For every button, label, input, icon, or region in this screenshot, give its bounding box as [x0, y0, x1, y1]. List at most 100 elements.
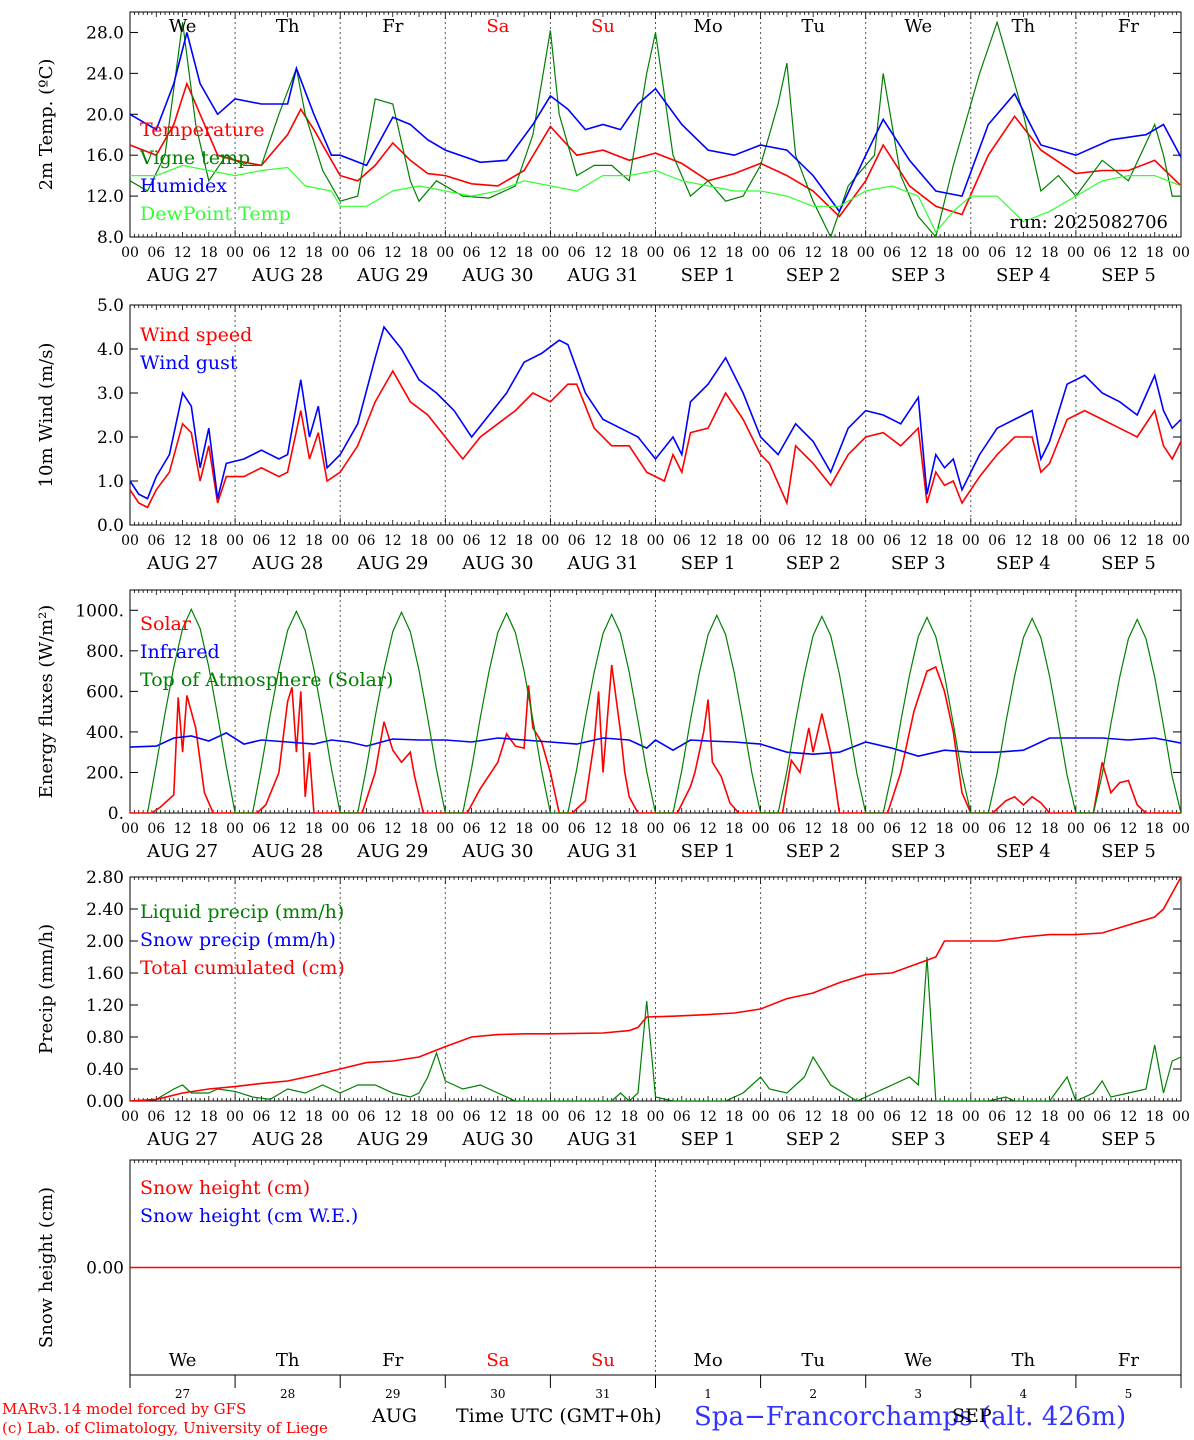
x-date-label: SEP 1 [681, 1129, 736, 1150]
x-hour-tick-label: 06 [463, 533, 481, 549]
x-hour-tick-label: 18 [936, 245, 954, 261]
x-hour-tick-label: 18 [200, 533, 218, 549]
y-tick-label: 0.80 [86, 1028, 124, 1048]
month-label-sep: SEP [952, 1405, 992, 1427]
x-hour-tick-label: 12 [384, 245, 402, 261]
x-hour-tick-label: 12 [1014, 1109, 1032, 1125]
credit-model: MARv3.14 model forced by GFS [2, 1400, 247, 1418]
x-date-label: AUG 27 [146, 553, 218, 574]
x-hour-tick-label: 06 [463, 245, 481, 261]
x-hour-tick-label: 00 [436, 1109, 454, 1125]
x-hour-tick-label: 00 [962, 245, 980, 261]
x-hour-tick-label: 18 [410, 533, 428, 549]
x-hour-tick-label: 12 [594, 821, 612, 837]
x-hour-tick-label: 06 [778, 821, 796, 837]
x-date-label: SEP 5 [1101, 265, 1156, 286]
series-line-infrared [130, 731, 1181, 758]
legend-entry: Temperature [140, 119, 264, 141]
x-hour-tick-label: 18 [725, 821, 743, 837]
x-date-label: AUG 29 [356, 553, 428, 574]
y-tick-label: 2.0 [97, 428, 124, 448]
legend-entry: Snow precip (mm/h) [140, 929, 336, 951]
x-hour-tick-label: 12 [174, 1109, 192, 1125]
x-date-label: AUG 27 [146, 841, 218, 862]
x-hour-tick-label: 18 [305, 821, 323, 837]
x-date-label: AUG 30 [461, 841, 533, 862]
x-hour-tick-label: 12 [594, 1109, 612, 1125]
x-hour-tick-label: 12 [384, 821, 402, 837]
x-date-label: SEP 4 [996, 1129, 1051, 1150]
x-date-label: SEP 2 [786, 265, 841, 286]
x-hour-tick-label: 06 [463, 1109, 481, 1125]
time-axis-label: Time UTC (GMT+0h) [456, 1405, 662, 1427]
weekday-label-top: Su [591, 16, 615, 37]
x-hour-tick-label: 00 [226, 533, 244, 549]
y-axis-label: Precip (mm/h) [36, 924, 57, 1054]
x-hour-tick-label: 18 [1041, 821, 1059, 837]
x-date-label: SEP 1 [681, 841, 736, 862]
weekday-label-bottom: We [169, 1350, 197, 1371]
day-number-label: 4 [1020, 1387, 1028, 1401]
x-hour-tick-label: 12 [1120, 245, 1138, 261]
x-date-label: AUG 28 [251, 1129, 323, 1150]
x-hour-tick-label: 00 [857, 533, 875, 549]
x-hour-tick-label: 12 [489, 821, 507, 837]
day-number-label: 29 [385, 1387, 400, 1401]
x-hour-tick-label: 06 [358, 1109, 376, 1125]
x-hour-tick-label: 18 [936, 533, 954, 549]
x-hour-tick-label: 18 [936, 821, 954, 837]
x-date-label: AUG 27 [146, 265, 218, 286]
x-date-label: SEP 5 [1101, 553, 1156, 574]
x-hour-tick-label: 06 [988, 245, 1006, 261]
x-hour-tick-label: 18 [620, 245, 638, 261]
x-hour-tick-label: 00 [1172, 821, 1190, 837]
x-hour-tick-label: 06 [883, 533, 901, 549]
x-date-label: AUG 28 [251, 265, 323, 286]
x-hour-tick-label: 00 [1172, 533, 1190, 549]
y-tick-label: 5.0 [97, 296, 124, 316]
x-hour-tick-label: 00 [436, 533, 454, 549]
x-date-label: SEP 3 [891, 1129, 946, 1150]
y-tick-label: 1000. [75, 601, 124, 621]
x-hour-tick-label: 12 [804, 245, 822, 261]
series-line-temperature [130, 81, 1181, 218]
x-hour-tick-label: 00 [121, 821, 139, 837]
x-date-label: SEP 2 [786, 553, 841, 574]
x-date-label: AUG 28 [251, 841, 323, 862]
y-tick-label: 16.0 [86, 146, 124, 166]
x-hour-tick-label: 12 [384, 1109, 402, 1125]
x-hour-tick-label: 06 [463, 821, 481, 837]
x-hour-tick-label: 06 [778, 533, 796, 549]
x-hour-tick-label: 06 [778, 245, 796, 261]
x-hour-tick-label: 00 [121, 533, 139, 549]
y-tick-label: 200. [86, 763, 124, 783]
x-hour-tick-label: 12 [489, 1109, 507, 1125]
series-line-top-of-atmosphere-solar- [146, 607, 1181, 813]
x-hour-tick-label: 18 [620, 821, 638, 837]
series-line-solar [130, 664, 1181, 813]
x-hour-tick-label: 12 [1014, 533, 1032, 549]
x-hour-tick-label: 18 [936, 1109, 954, 1125]
x-hour-tick-label: 18 [620, 1109, 638, 1125]
x-hour-tick-label: 06 [1093, 821, 1111, 837]
x-hour-tick-label: 12 [174, 533, 192, 549]
x-date-label: AUG 29 [356, 841, 428, 862]
y-tick-label: 8.0 [97, 228, 124, 248]
x-hour-tick-label: 18 [410, 245, 428, 261]
x-hour-tick-label: 12 [279, 1109, 297, 1125]
x-hour-tick-label: 18 [1041, 1109, 1059, 1125]
x-hour-tick-label: 06 [883, 245, 901, 261]
x-hour-tick-label: 00 [1067, 821, 1085, 837]
x-hour-tick-label: 12 [594, 245, 612, 261]
x-date-label: SEP 2 [786, 1129, 841, 1150]
x-hour-tick-label: 12 [1014, 245, 1032, 261]
y-axis-label: 2m Temp. (ºC) [36, 59, 57, 191]
x-hour-tick-label: 12 [804, 1109, 822, 1125]
day-number-label: 5 [1125, 1387, 1133, 1401]
x-hour-tick-label: 00 [541, 1109, 559, 1125]
x-hour-tick-label: 12 [384, 533, 402, 549]
run-label: run: 2025082706 [1010, 212, 1168, 233]
x-hour-tick-label: 18 [1041, 533, 1059, 549]
x-hour-tick-label: 12 [279, 821, 297, 837]
weekday-label-top: Fr [382, 16, 403, 37]
